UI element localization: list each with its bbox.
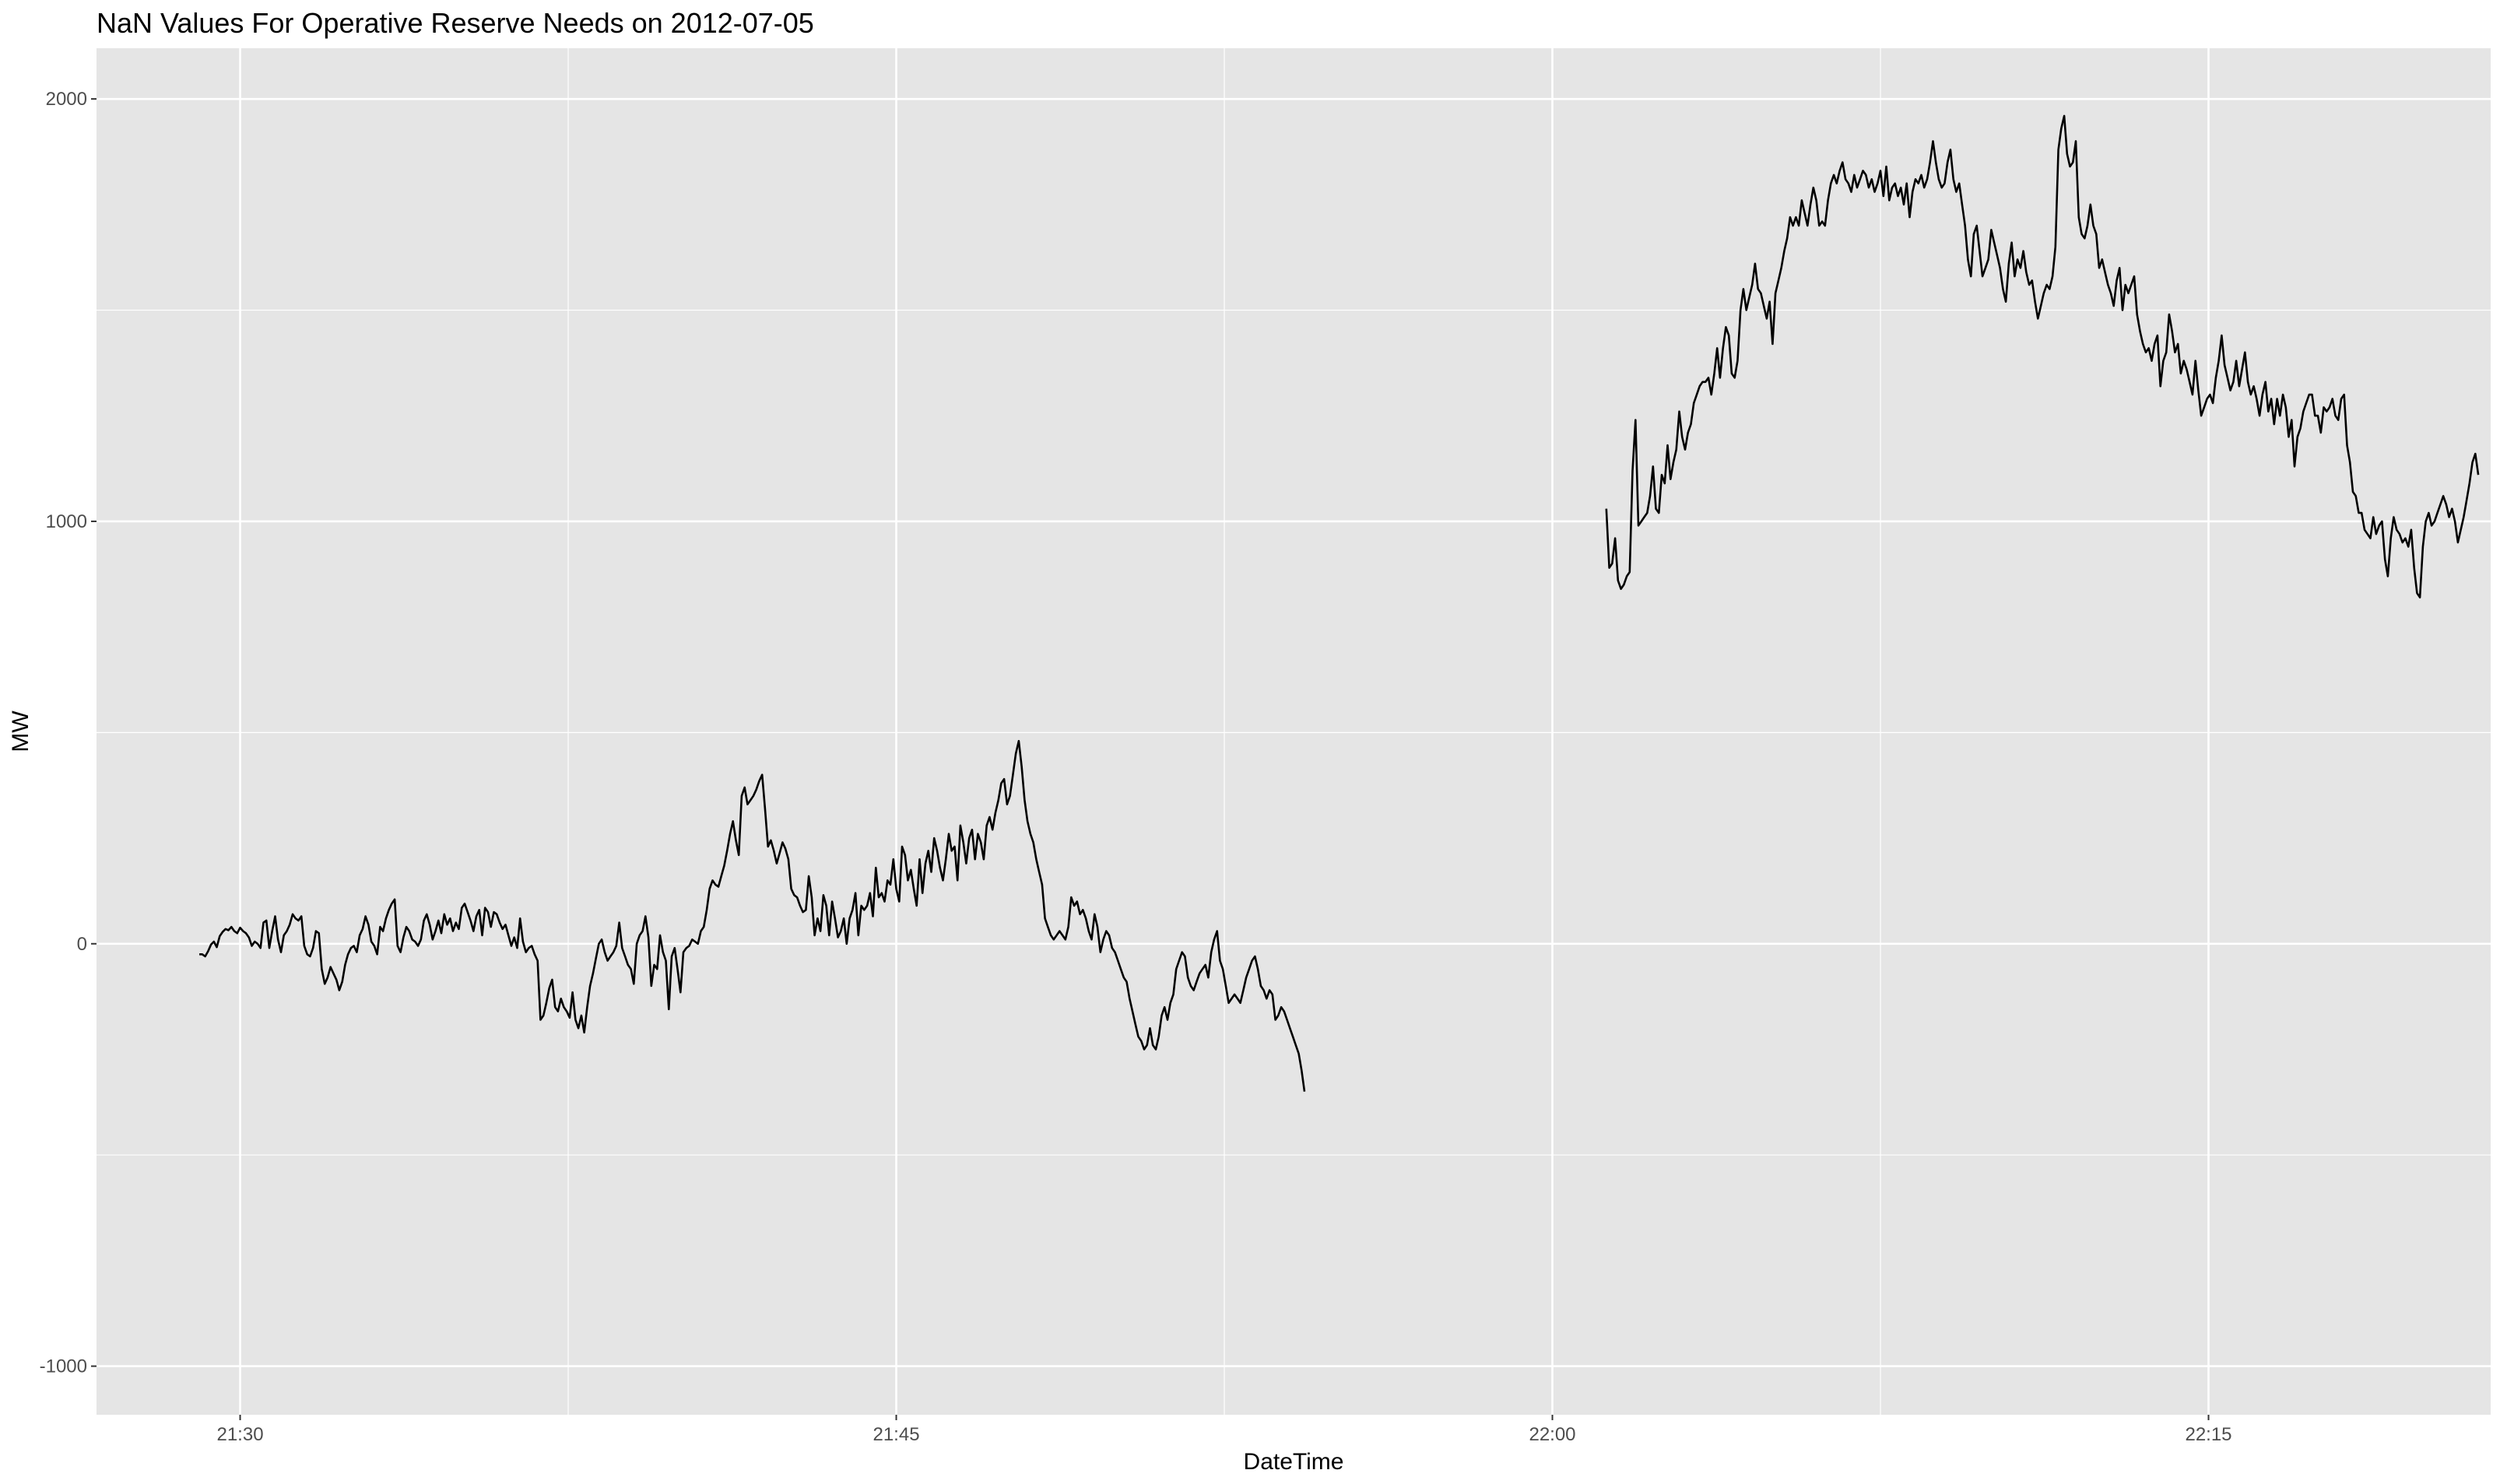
x-tick-label: 22:15	[2185, 1424, 2231, 1445]
y-tick-label: -1000	[40, 1356, 87, 1377]
x-tick-label: 21:30	[216, 1424, 263, 1445]
y-tick-label: 2000	[46, 89, 87, 110]
series-layer	[199, 114, 2480, 1092]
series-line-segment	[199, 739, 1306, 1092]
grid-minor	[97, 48, 2491, 1415]
x-axis: 21:30 21:45 22:00 22:15	[216, 1415, 2232, 1445]
plot-panel	[97, 48, 2491, 1415]
series-line-segment	[1605, 114, 2480, 599]
x-tick-label: 21:45	[873, 1424, 919, 1445]
x-tick-label: 22:00	[1529, 1424, 1575, 1445]
chart-title: NaN Values For Operative Reserve Needs o…	[97, 7, 814, 39]
y-tick-label: 1000	[46, 511, 87, 532]
grid-major	[97, 48, 2491, 1415]
x-axis-title: DateTime	[1244, 1449, 1344, 1475]
y-tick-label: 0	[77, 934, 87, 955]
y-axis: -1000 0 1000 2000	[40, 89, 97, 1377]
y-axis-title: MW	[8, 710, 33, 753]
